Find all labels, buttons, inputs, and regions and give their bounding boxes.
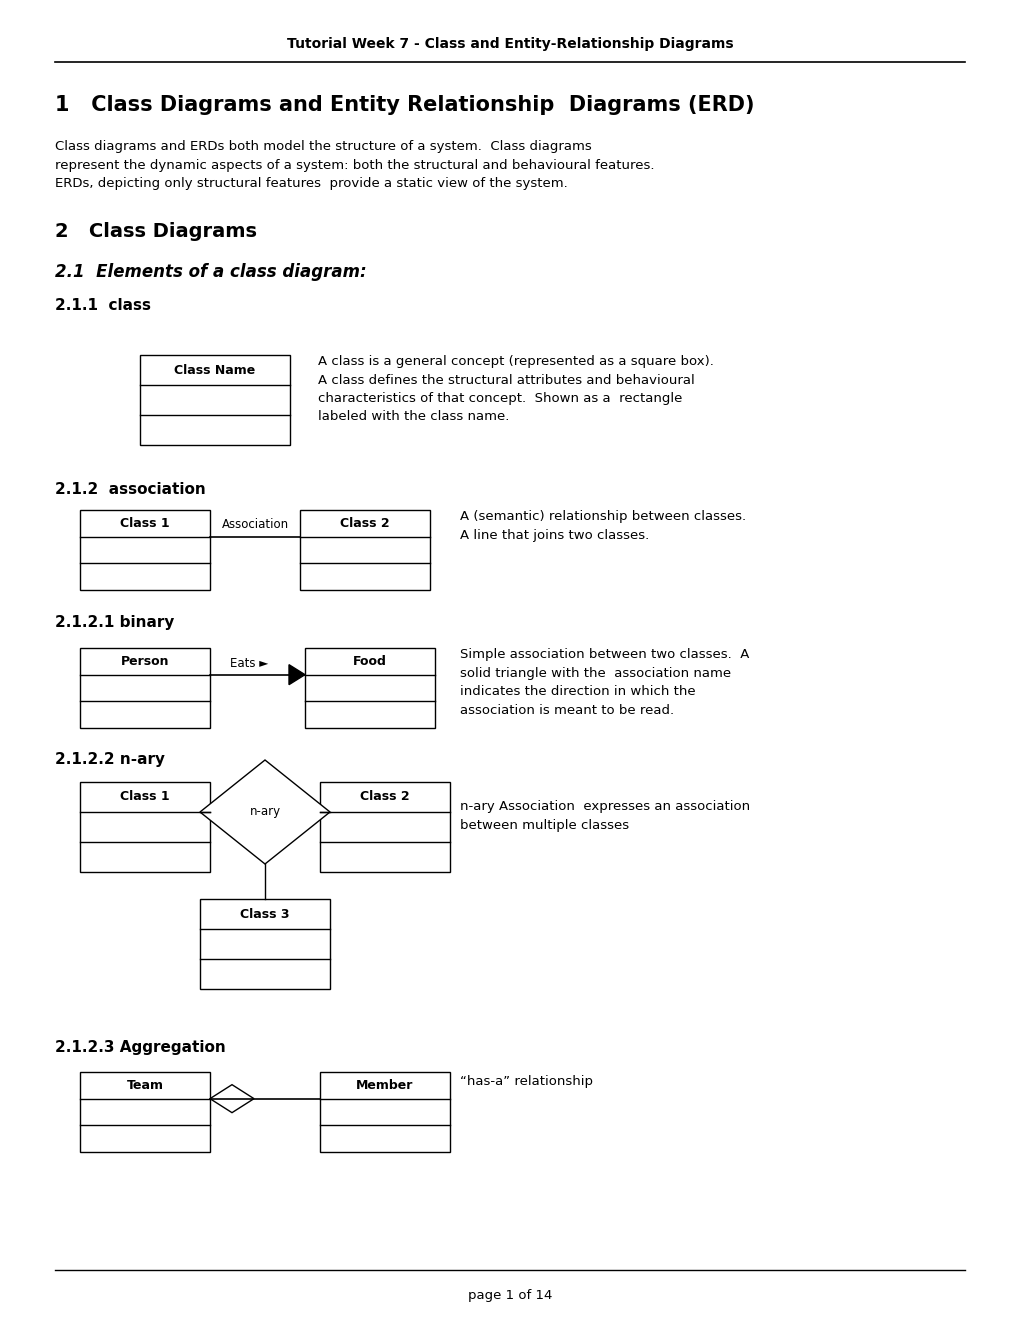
- Text: A class is a general concept (represented as a square box).
A class defines the : A class is a general concept (represente…: [318, 355, 713, 424]
- Polygon shape: [200, 760, 330, 865]
- Text: 2.1  Elements of a class diagram:: 2.1 Elements of a class diagram:: [55, 263, 366, 281]
- Text: 2.1.2.3 Aggregation: 2.1.2.3 Aggregation: [55, 1040, 225, 1055]
- Polygon shape: [210, 1085, 254, 1113]
- Text: Class 2: Class 2: [360, 791, 410, 804]
- Text: 1   Class Diagrams and Entity Relationship  Diagrams (ERD): 1 Class Diagrams and Entity Relationship…: [55, 95, 754, 115]
- Bar: [300, 510, 430, 590]
- Text: Food: Food: [353, 655, 386, 668]
- Text: 2.1.1  class: 2.1.1 class: [55, 298, 151, 313]
- Text: 2   Class Diagrams: 2 Class Diagrams: [55, 222, 257, 242]
- Bar: [140, 355, 289, 445]
- Text: Association: Association: [221, 517, 288, 531]
- Bar: [79, 648, 210, 729]
- Text: n-ary Association  expresses an association
between multiple classes: n-ary Association expresses an associati…: [460, 800, 749, 832]
- Bar: [79, 510, 210, 590]
- Text: Member: Member: [356, 1078, 414, 1092]
- Text: Class diagrams and ERDs both model the structure of a system.  Class diagrams
re: Class diagrams and ERDs both model the s…: [55, 140, 654, 190]
- Text: Team: Team: [126, 1078, 163, 1092]
- Polygon shape: [288, 665, 305, 685]
- Bar: [305, 648, 434, 729]
- Text: 2.1.2.2 n-ary: 2.1.2.2 n-ary: [55, 752, 165, 767]
- Text: 2.1.2  association: 2.1.2 association: [55, 482, 206, 498]
- Text: Class Name: Class Name: [174, 363, 256, 376]
- Text: “has-a” relationship: “has-a” relationship: [460, 1074, 592, 1088]
- Text: n-ary: n-ary: [250, 805, 280, 818]
- Text: Eats ►: Eats ►: [230, 656, 268, 669]
- Text: Simple association between two classes.  A
solid triangle with the  association : Simple association between two classes. …: [460, 648, 749, 717]
- Text: 2.1.2.1 binary: 2.1.2.1 binary: [55, 615, 174, 630]
- Bar: [79, 781, 210, 873]
- Bar: [320, 781, 449, 873]
- Text: A (semantic) relationship between classes.
A line that joins two classes.: A (semantic) relationship between classe…: [460, 510, 745, 541]
- Bar: [320, 1072, 449, 1152]
- Text: Class 1: Class 1: [120, 517, 169, 529]
- Bar: [79, 1072, 210, 1152]
- Text: page 1 of 14: page 1 of 14: [468, 1288, 551, 1302]
- Text: Class 2: Class 2: [340, 517, 389, 529]
- Text: Class 1: Class 1: [120, 791, 169, 804]
- Text: Person: Person: [120, 655, 169, 668]
- Text: Tutorial Week 7 - Class and Entity-Relationship Diagrams: Tutorial Week 7 - Class and Entity-Relat…: [286, 37, 733, 51]
- Text: Class 3: Class 3: [240, 908, 289, 920]
- Bar: [200, 899, 330, 989]
